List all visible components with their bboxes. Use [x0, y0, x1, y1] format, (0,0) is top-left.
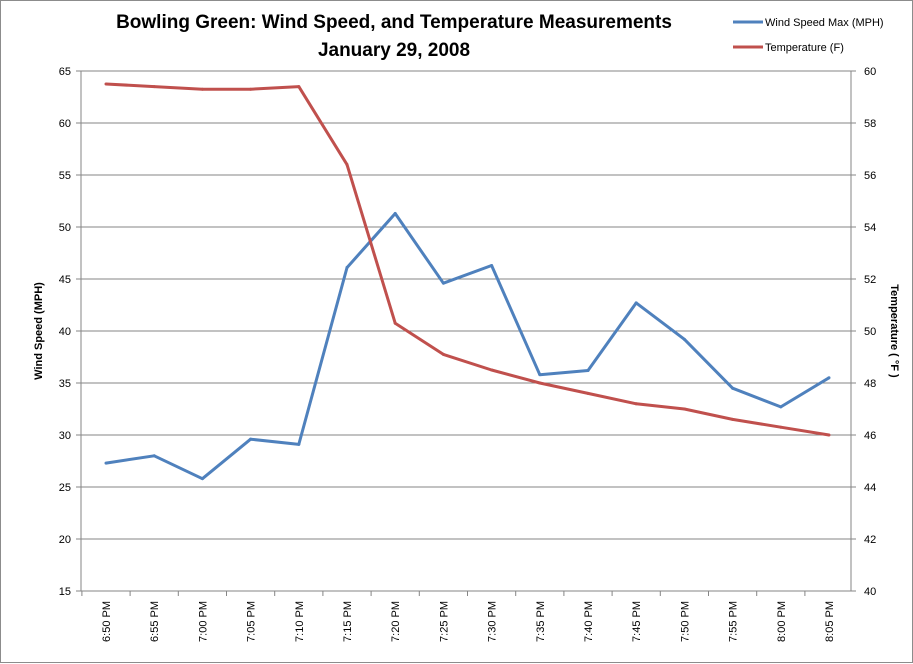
data-point	[393, 211, 397, 215]
data-point	[104, 82, 108, 86]
legend: Wind Speed Max (MPH) Temperature (F)	[733, 17, 884, 54]
left-tick-label: 40	[59, 326, 71, 338]
x-tick-label: 8:00 PM	[776, 601, 788, 642]
chart-title: Bowling Green: Wind Speed, and Temperatu…	[116, 12, 672, 33]
x-tick-label: 7:35 PM	[535, 601, 547, 642]
series-line-wind-speed	[105, 212, 830, 481]
x-tick-label: 8:05 PM	[824, 601, 836, 642]
x-tick-label: 7:50 PM	[679, 601, 691, 642]
right-tick-label: 50	[864, 326, 876, 338]
data-point	[152, 85, 156, 89]
x-tick-label: 7:05 PM	[246, 601, 258, 642]
data-point	[731, 417, 735, 421]
x-tick-label: 7:15 PM	[342, 601, 354, 642]
x-tick-label: 7:25 PM	[438, 601, 450, 642]
gridlines	[81, 122, 851, 540]
data-point	[297, 442, 301, 446]
x-tick-label: 6:55 PM	[149, 601, 161, 642]
y-axis-left-title: Wind Speed (MPH)	[33, 282, 45, 380]
data-point	[490, 368, 494, 372]
left-tick-label: 65	[59, 66, 71, 78]
x-tick-label: 7:00 PM	[197, 601, 209, 642]
x-axis-ticks: 6:50 PM 6:55 PM 7:00 PM 7:05 PM 7:10 PM 7:15 …	[81, 591, 836, 642]
data-point	[345, 163, 349, 167]
right-tick-label: 58	[864, 118, 876, 130]
data-point	[249, 87, 253, 91]
data-point	[200, 87, 204, 91]
x-tick-label: 7:45 PM	[631, 601, 643, 642]
left-tick-label: 25	[59, 482, 71, 494]
data-point	[538, 381, 542, 385]
x-tick-label: 6:50 PM	[101, 601, 113, 642]
right-tick-label: 56	[864, 170, 876, 182]
right-tick-label: 40	[864, 586, 876, 598]
legend-label-temperature: Temperature (F)	[765, 42, 844, 54]
right-tick-label: 48	[864, 378, 876, 390]
data-point	[393, 321, 397, 325]
data-point	[779, 405, 783, 409]
data-point	[249, 437, 253, 441]
left-tick-label: 55	[59, 170, 71, 182]
data-point	[731, 386, 735, 390]
data-point	[200, 477, 204, 481]
left-tick-label: 45	[59, 274, 71, 286]
data-point	[682, 337, 686, 341]
data-point	[634, 301, 638, 305]
left-tick-label: 50	[59, 222, 71, 234]
data-point	[441, 352, 445, 356]
right-tick-label: 60	[864, 66, 876, 78]
x-tick-label: 7:55 PM	[728, 601, 740, 642]
left-tick-label: 30	[59, 430, 71, 442]
series-line-temperature	[105, 82, 830, 437]
data-point	[538, 373, 542, 377]
data-point	[586, 369, 590, 373]
x-tick-label: 7:20 PM	[390, 601, 402, 642]
right-tick-label: 42	[864, 534, 876, 546]
right-tick-label: 44	[864, 482, 876, 494]
data-point	[682, 407, 686, 411]
left-tick-label: 15	[59, 586, 71, 598]
data-point	[104, 461, 108, 465]
data-point	[779, 425, 783, 429]
data-point	[634, 402, 638, 406]
left-tick-label: 20	[59, 534, 71, 546]
x-tick-label: 7:40 PM	[583, 601, 595, 642]
right-tick-label: 46	[864, 430, 876, 442]
right-axis-ticks: 40 42 44 46 48 50 52 54 56 58 60	[851, 66, 876, 598]
data-point	[490, 263, 494, 267]
legend-label-wind: Wind Speed Max (MPH)	[765, 17, 884, 29]
data-point	[586, 391, 590, 395]
right-tick-label: 52	[864, 274, 876, 286]
data-point	[441, 281, 445, 285]
x-tick-label: 7:30 PM	[487, 601, 499, 642]
left-tick-label: 35	[59, 378, 71, 390]
left-tick-label: 60	[59, 118, 71, 130]
right-tick-label: 54	[864, 222, 876, 234]
data-point	[297, 85, 301, 89]
series-lines	[104, 82, 831, 481]
left-axis-ticks: 15 20 25 30 35 40 45 50 55 60 65	[59, 66, 81, 598]
data-point	[827, 433, 831, 437]
y-axis-right-title: Temperature ( °F )	[888, 284, 900, 378]
data-point	[827, 376, 831, 380]
x-tick-label: 7:10 PM	[294, 601, 306, 642]
chart-subtitle: January 29, 2008	[318, 40, 470, 61]
data-point	[152, 454, 156, 458]
data-point	[345, 266, 349, 270]
